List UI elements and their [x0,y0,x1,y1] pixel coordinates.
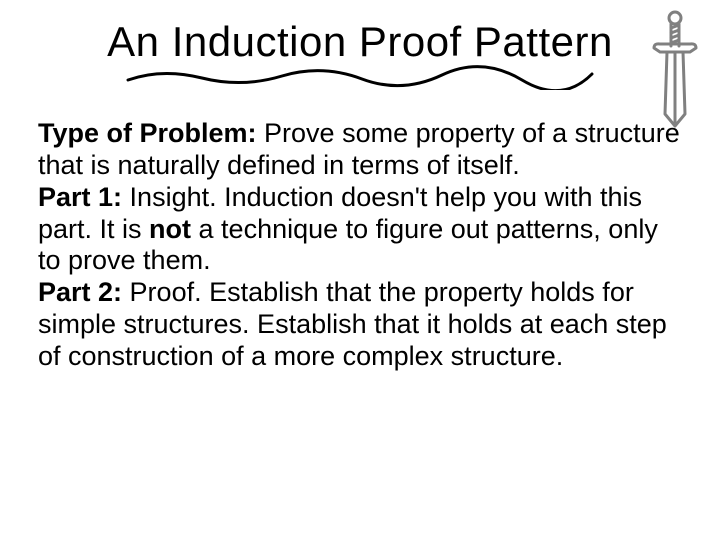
sword-icon [640,10,700,130]
label-part-1: Part 1: [38,182,122,212]
section-part-2: Part 2: Proof. Establish that the proper… [38,277,682,373]
text-part-2: Proof. Establish that the property holds… [38,277,667,371]
body-text: Type of Problem: Prove some property of … [0,90,720,373]
page-title: An Induction Proof Pattern [107,18,613,66]
title-underline [122,62,598,90]
label-part-2: Part 2: [38,277,122,307]
section-part-1: Part 1: Insight. Induction doesn't help … [38,182,682,278]
section-type-of-problem: Type of Problem: Prove some property of … [38,118,682,182]
title-area: An Induction Proof Pattern [0,0,720,90]
label-type-of-problem: Type of Problem: [38,118,257,148]
emph-not: not [149,214,191,244]
